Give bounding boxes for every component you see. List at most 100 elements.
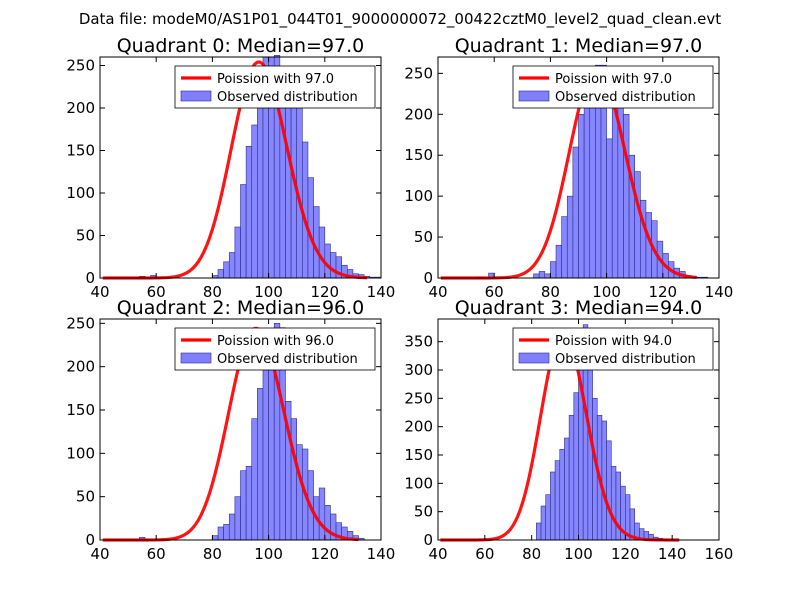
histogram-bar	[555, 244, 562, 279]
legend: Poission with 94.0 Observed distribution	[512, 327, 714, 371]
y-tick-label: 300	[404, 361, 433, 379]
y-tick-label: 50	[76, 227, 95, 245]
histogram-bar	[536, 522, 542, 541]
histogram-bar	[330, 252, 337, 279]
histogram-bar	[572, 146, 579, 279]
y-tick-label: 150	[66, 142, 95, 160]
histogram-bar	[559, 449, 565, 541]
histogram-bar	[217, 269, 224, 279]
y-tick-label: 200	[66, 358, 95, 376]
x-tick-label: 140	[705, 283, 734, 301]
histogram-bar	[610, 466, 617, 541]
histogram-bar	[545, 494, 551, 541]
x-tick-label: 120	[648, 283, 677, 301]
histogram-bar	[540, 505, 547, 541]
histogram-bar	[554, 460, 561, 541]
panel-title: Quadrant 0: Median=97.0	[117, 35, 365, 57]
histogram-bar	[324, 505, 331, 541]
x-tick-label: 120	[310, 283, 339, 301]
legend-hist-label: Observed distribution	[217, 90, 358, 105]
quadrant-3-panel: Quadrant 3: Median=94.0 40 60 80 100 120 140 16…	[404, 297, 733, 563]
histogram-bar	[566, 195, 574, 279]
legend-curve-label: Poission with 96.0	[217, 334, 334, 349]
histogram-bar	[606, 440, 612, 541]
y-tick-label: 0	[423, 269, 433, 287]
histogram-bar	[223, 261, 230, 279]
x-tick-label: 140	[367, 283, 396, 301]
legend: Poission with 97.0 Observed distribution	[174, 65, 376, 109]
histogram-bar	[583, 89, 591, 279]
x-tick-label: 60	[475, 545, 494, 563]
y-tick-label: 250	[66, 57, 95, 75]
histogram-bar	[285, 82, 292, 279]
axes-frame	[99, 318, 382, 541]
y-tick-label: 100	[404, 187, 433, 205]
x-tick-label: 80	[541, 283, 560, 301]
histogram-bar	[606, 138, 613, 279]
histogram-bar	[318, 487, 326, 541]
histogram-bar	[578, 113, 585, 279]
histogram-bar	[544, 273, 551, 279]
histogram-bar	[324, 243, 331, 279]
x-tick-label: 100	[254, 283, 283, 301]
histogram-bar	[296, 444, 303, 541]
histogram-bar	[234, 226, 241, 279]
y-tick-label: 150	[404, 146, 433, 164]
legend-hist-swatch	[180, 90, 212, 102]
figure-suptitle: Data file: modeM0/AS1P01_044T01_90000000…	[79, 10, 721, 29]
x-tick-label: 40	[90, 283, 109, 301]
y-tick-label: 200	[66, 99, 95, 117]
legend-hist-label: Observed distribution	[217, 352, 358, 367]
histogram-bar	[634, 171, 641, 279]
x-tick-label: 60	[147, 283, 166, 301]
histogram-bar	[601, 420, 607, 541]
histogram-bar	[290, 418, 297, 541]
x-tick-label: 40	[428, 283, 447, 301]
histogram-bar	[240, 470, 247, 541]
panel-title: Quadrant 3: Median=94.0	[455, 297, 703, 319]
x-tick-label: 100	[564, 545, 593, 563]
histogram-bar	[550, 261, 557, 279]
x-tick-label: 40	[428, 545, 447, 563]
histogram-bar	[257, 388, 264, 541]
y-tick-label: 0	[85, 531, 95, 549]
y-tick-label: 50	[414, 503, 433, 521]
histogram-bar	[228, 252, 236, 279]
legend: Poission with 97.0 Observed distribution	[512, 65, 714, 109]
x-tick-label: 80	[522, 545, 541, 563]
x-tick-label: 80	[203, 545, 222, 563]
x-tick-label: 140	[367, 545, 396, 563]
y-tick-label: 250	[66, 314, 95, 332]
histogram-bar	[623, 113, 630, 279]
histogram-bar	[262, 366, 269, 541]
histogram-bar	[251, 124, 258, 279]
histogram-bar	[223, 524, 230, 541]
histogram-bar	[217, 526, 224, 541]
y-tick-label: 150	[404, 446, 433, 464]
x-tick-label: 60	[147, 545, 166, 563]
y-tick-label: 150	[66, 401, 95, 419]
quadrant-0-panel: Quadrant 0: Median=97.0 40 60 80 100 120 140 0 5…	[66, 35, 395, 301]
legend-hist-label: Observed distribution	[555, 352, 696, 367]
histogram-bar	[212, 535, 219, 541]
histogram-bar	[234, 496, 241, 541]
histogram-bar	[240, 184, 247, 279]
x-tick-label: 120	[611, 545, 640, 563]
histogram-bar	[318, 226, 326, 279]
y-tick-label: 200	[404, 105, 433, 123]
legend-hist-swatch	[518, 352, 550, 364]
y-tick-label: 0	[423, 531, 433, 549]
histogram-bar	[533, 273, 540, 279]
axes-frame	[437, 56, 720, 279]
y-tick-label: 100	[66, 184, 95, 202]
x-tick-label: 100	[254, 545, 283, 563]
y-tick-label: 250	[404, 64, 433, 82]
y-tick-label: 350	[404, 333, 433, 351]
histogram-bar	[251, 418, 258, 541]
legend: Poission with 96.0 Observed distribution	[174, 327, 376, 371]
histogram-bar	[561, 216, 568, 279]
histogram-bar	[538, 271, 546, 279]
histogram-bar	[550, 471, 556, 541]
x-tick-label: 60	[485, 283, 504, 301]
